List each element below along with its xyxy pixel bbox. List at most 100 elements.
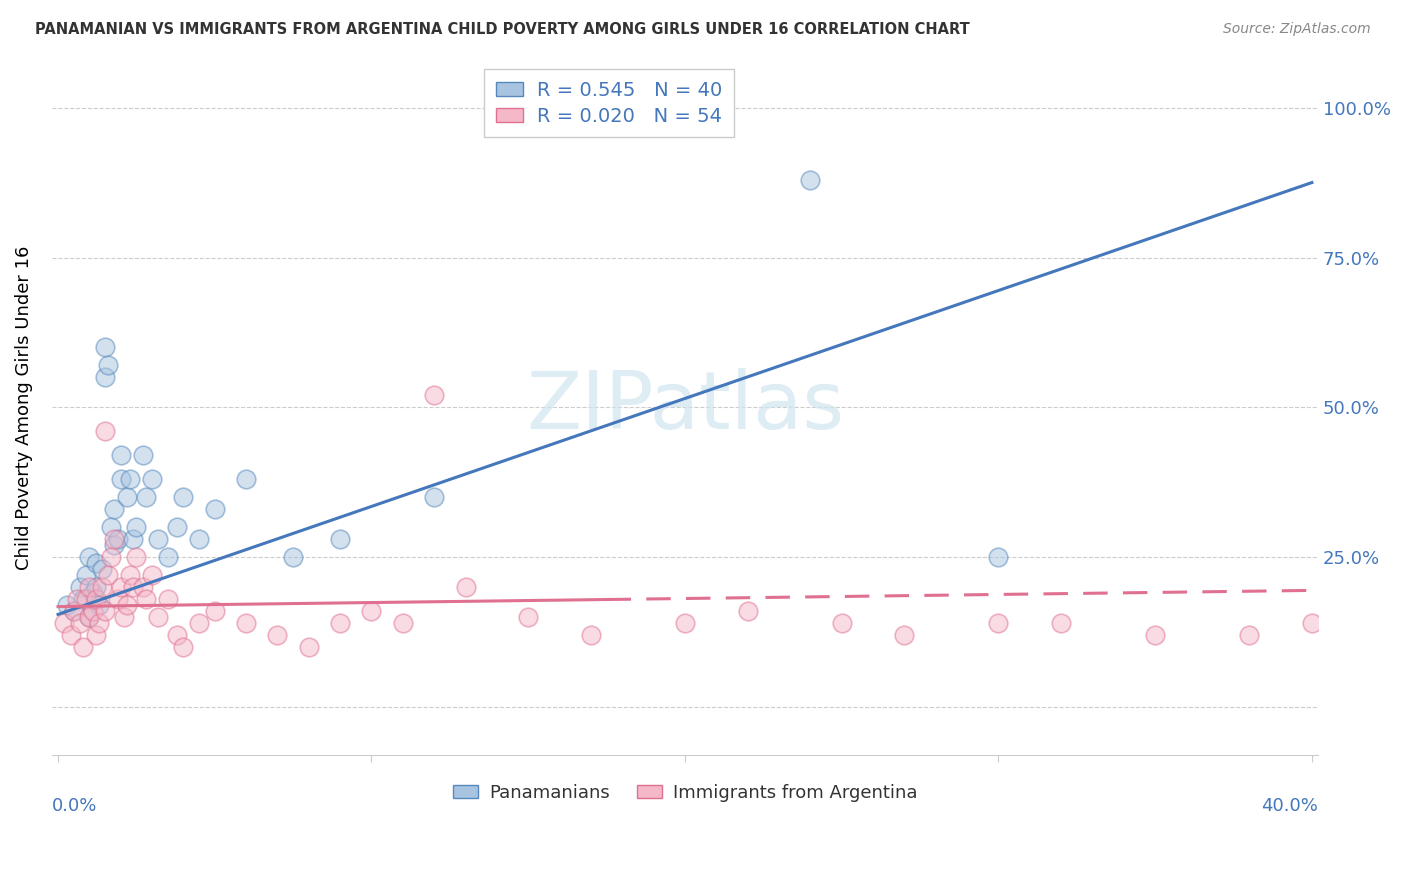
Point (517, 610, 540, 624)
Point (298, 640, 321, 655)
Point (53, 616, 76, 631)
Text: Source: ZipAtlas.com: Source: ZipAtlas.com (1223, 22, 1371, 37)
Point (454, 581, 477, 595)
Point (135, 592, 157, 607)
Point (141, 568, 163, 582)
Point (204, 604, 226, 618)
Point (62, 604, 84, 618)
Point (90, 581, 112, 595)
Text: ZIPatlas: ZIPatlas (526, 368, 844, 447)
Point (172, 640, 194, 655)
Point (107, 533, 129, 547)
Point (1237, 628, 1260, 642)
Point (188, 533, 211, 547)
Point (156, 592, 179, 607)
Text: PANAMANIAN VS IMMIGRANTS FROM ARGENTINA CHILD POVERTY AMONG GIRLS UNDER 16 CORRE: PANAMANIAN VS IMMIGRANTS FROM ARGENTINA … (35, 22, 970, 37)
Point (120, 472, 142, 486)
Point (172, 491, 194, 505)
Point (112, 610, 135, 624)
Point (673, 616, 696, 631)
Point (188, 616, 211, 631)
Point (799, 172, 821, 186)
Point (103, 502, 125, 516)
Point (125, 520, 148, 534)
Point (94, 370, 117, 384)
Point (122, 533, 145, 547)
Point (72, 592, 94, 607)
Point (107, 592, 129, 607)
Point (148, 610, 170, 624)
Point (135, 491, 157, 505)
Point (79, 581, 101, 595)
Point (987, 616, 1010, 631)
Point (156, 550, 179, 565)
Point (893, 628, 915, 642)
Point (110, 449, 132, 463)
Text: 40.0%: 40.0% (1261, 797, 1319, 815)
Point (84, 628, 107, 642)
Point (125, 550, 148, 565)
Point (329, 616, 352, 631)
Text: 0.0%: 0.0% (52, 797, 97, 815)
Point (148, 533, 170, 547)
Point (87, 599, 110, 613)
Point (90, 562, 112, 576)
Point (84, 581, 107, 595)
Point (56, 599, 79, 613)
Point (79, 610, 101, 624)
Point (75, 592, 97, 607)
Point (235, 472, 257, 486)
Point (423, 388, 446, 402)
Point (131, 581, 153, 595)
Point (1301, 616, 1323, 631)
Point (94, 604, 117, 618)
Point (281, 550, 304, 565)
Point (1144, 628, 1167, 642)
Point (329, 533, 352, 547)
Y-axis label: Child Poverty Among Girls Under 16: Child Poverty Among Girls Under 16 (15, 245, 32, 570)
Point (737, 604, 759, 618)
Point (110, 581, 132, 595)
Point (115, 599, 138, 613)
Point (69, 616, 91, 631)
Point (66, 592, 89, 607)
Point (987, 550, 1010, 565)
Point (103, 538, 125, 552)
Point (266, 628, 288, 642)
Point (94, 425, 117, 439)
Point (82, 604, 104, 618)
Point (122, 581, 145, 595)
Point (82, 586, 104, 600)
Point (423, 491, 446, 505)
Point (131, 449, 153, 463)
Point (360, 604, 382, 618)
Point (110, 472, 132, 486)
Point (87, 616, 110, 631)
Point (79, 610, 101, 624)
Point (204, 502, 226, 516)
Point (59, 628, 82, 642)
Point (72, 640, 94, 655)
Point (579, 628, 602, 642)
Point (141, 472, 163, 486)
Point (392, 616, 415, 631)
Point (100, 550, 122, 565)
Point (120, 568, 142, 582)
Point (100, 520, 122, 534)
Point (831, 616, 853, 631)
Point (103, 533, 125, 547)
Point (69, 581, 91, 595)
Point (75, 568, 97, 582)
Point (84, 592, 107, 607)
Point (84, 557, 107, 571)
Point (1050, 616, 1073, 631)
Point (62, 604, 84, 618)
Point (94, 341, 117, 355)
Point (97, 568, 120, 582)
Point (79, 550, 101, 565)
Point (235, 616, 257, 631)
Point (166, 520, 188, 534)
Point (97, 359, 120, 373)
Point (166, 628, 188, 642)
Legend: Panamanians, Immigrants from Argentina: Panamanians, Immigrants from Argentina (446, 777, 924, 809)
